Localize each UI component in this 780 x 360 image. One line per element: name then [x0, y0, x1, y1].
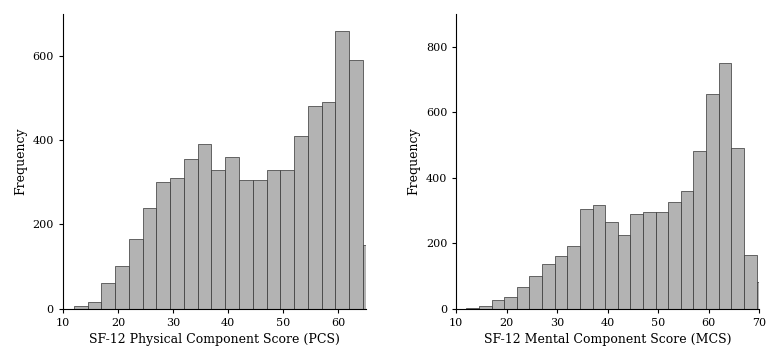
Bar — [593, 206, 605, 309]
Bar — [605, 222, 618, 309]
Bar — [157, 182, 170, 309]
Bar — [517, 287, 530, 309]
Bar — [280, 170, 294, 309]
Bar — [732, 148, 744, 309]
Bar — [681, 191, 693, 309]
Bar — [630, 213, 643, 309]
Bar — [211, 170, 225, 309]
Bar — [391, 302, 404, 309]
Bar — [349, 60, 363, 309]
Bar — [225, 157, 239, 309]
Bar — [693, 152, 706, 309]
Bar — [479, 306, 491, 309]
Bar — [377, 288, 391, 309]
Bar — [321, 102, 335, 309]
Bar — [74, 306, 87, 309]
Bar — [706, 94, 718, 309]
Bar — [335, 31, 349, 309]
Bar — [668, 202, 681, 309]
Bar — [643, 212, 656, 309]
Bar — [555, 256, 567, 309]
Bar — [115, 266, 129, 309]
Bar — [491, 300, 504, 309]
X-axis label: SF-12 Mental Component Score (MCS): SF-12 Mental Component Score (MCS) — [484, 333, 732, 346]
Bar — [618, 235, 630, 309]
Bar — [101, 283, 115, 309]
Bar — [129, 239, 143, 309]
Bar — [267, 170, 280, 309]
Bar — [239, 180, 253, 309]
Bar — [466, 308, 479, 309]
Bar — [143, 207, 157, 309]
Bar — [530, 276, 542, 309]
Bar — [567, 246, 580, 309]
Bar — [170, 178, 184, 309]
Bar — [504, 297, 517, 309]
Bar — [744, 255, 757, 309]
Bar — [294, 136, 308, 309]
Bar — [542, 264, 555, 309]
X-axis label: SF-12 Physical Component Score (PCS): SF-12 Physical Component Score (PCS) — [89, 333, 339, 346]
Bar — [656, 212, 668, 309]
Bar — [87, 302, 101, 309]
Y-axis label: Frequency: Frequency — [407, 127, 420, 195]
Bar — [580, 209, 593, 309]
Bar — [197, 144, 211, 309]
Bar — [718, 63, 732, 309]
Bar — [757, 282, 769, 309]
Bar — [184, 159, 197, 309]
Bar — [253, 180, 267, 309]
Y-axis label: Frequency: Frequency — [14, 127, 27, 195]
Bar — [308, 107, 321, 309]
Bar — [363, 246, 377, 309]
